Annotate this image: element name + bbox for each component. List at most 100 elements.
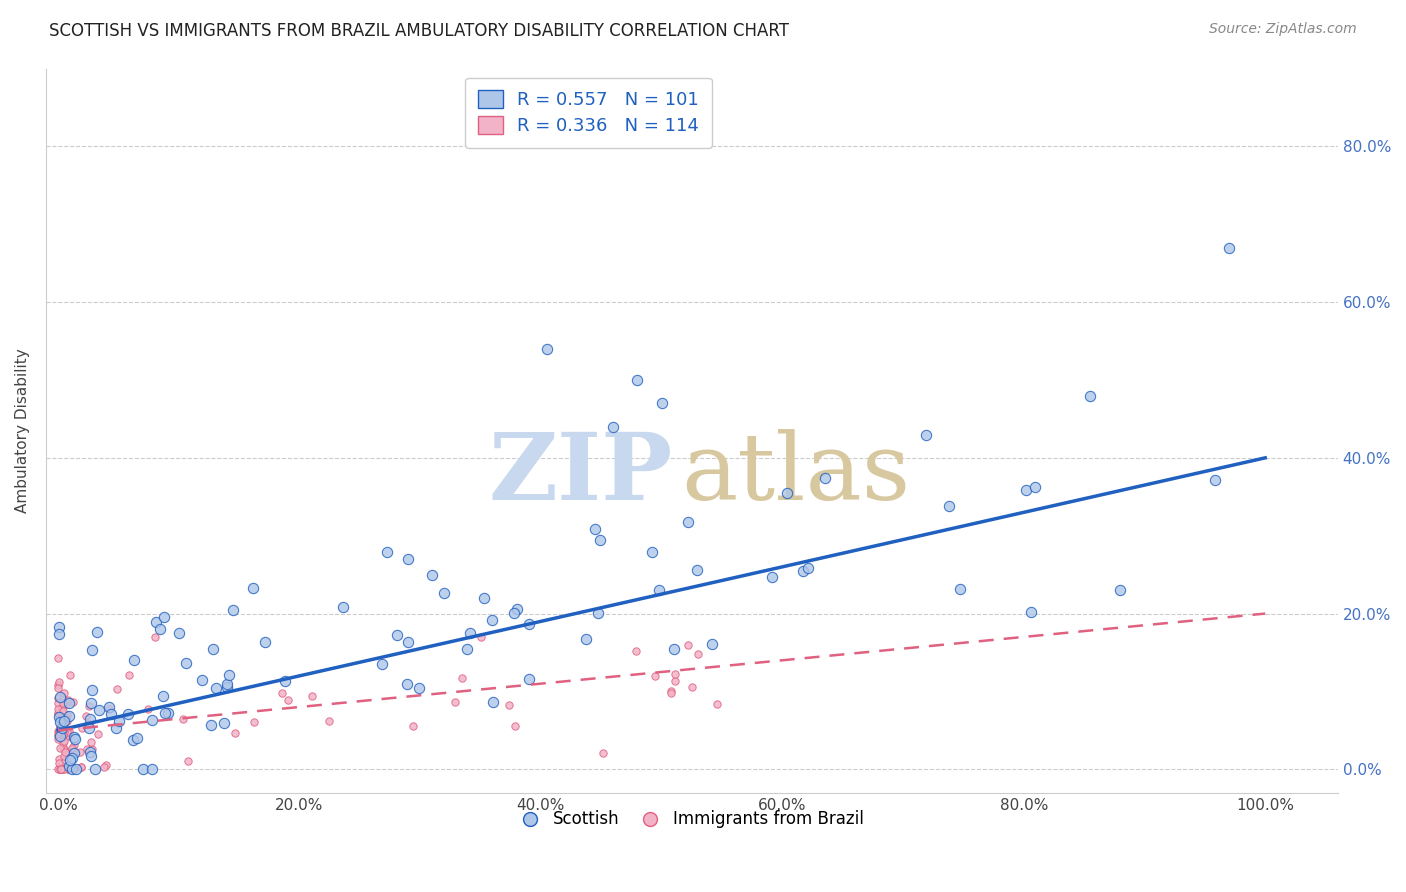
Point xyxy=(152,690,174,704)
Point xyxy=(117,706,139,721)
Point xyxy=(82,683,104,698)
Point xyxy=(503,719,526,733)
Point xyxy=(52,696,75,710)
Point xyxy=(273,673,295,688)
Point xyxy=(814,471,837,485)
Point xyxy=(52,725,75,739)
Point xyxy=(141,762,163,776)
Point xyxy=(125,731,148,745)
Point xyxy=(143,630,166,644)
Point xyxy=(87,727,110,741)
Point xyxy=(408,681,430,696)
Point xyxy=(63,732,86,747)
Point xyxy=(52,728,75,742)
Point xyxy=(76,742,98,756)
Point xyxy=(53,745,76,759)
Point xyxy=(536,342,558,356)
Point xyxy=(200,718,222,732)
Point xyxy=(46,651,69,665)
Point xyxy=(470,630,492,644)
Point xyxy=(58,708,80,723)
Point xyxy=(70,760,93,774)
Point xyxy=(63,730,86,744)
Point xyxy=(1015,483,1038,498)
Point xyxy=(62,695,84,709)
Point xyxy=(662,642,685,657)
Point xyxy=(651,396,673,410)
Point xyxy=(48,723,70,738)
Point xyxy=(371,657,394,671)
Point xyxy=(153,610,176,624)
Point xyxy=(385,627,408,641)
Point xyxy=(98,702,121,716)
Point xyxy=(49,762,72,776)
Point xyxy=(301,690,323,704)
Point xyxy=(1024,480,1046,494)
Point xyxy=(254,634,277,648)
Point xyxy=(51,762,73,776)
Legend: Scottish, Immigrants from Brazil: Scottish, Immigrants from Brazil xyxy=(513,804,870,835)
Point xyxy=(100,707,122,722)
Point xyxy=(70,722,93,736)
Point xyxy=(222,603,245,617)
Point xyxy=(217,680,239,694)
Point xyxy=(122,653,145,667)
Point xyxy=(506,602,529,616)
Text: ZIP: ZIP xyxy=(488,429,672,519)
Point xyxy=(52,721,75,735)
Point xyxy=(46,681,69,696)
Point xyxy=(94,758,117,772)
Point xyxy=(644,669,666,683)
Point xyxy=(58,723,80,738)
Point xyxy=(53,748,76,763)
Point xyxy=(664,673,686,688)
Point xyxy=(157,706,180,720)
Point xyxy=(1108,583,1130,598)
Point xyxy=(52,736,75,750)
Point xyxy=(1021,605,1043,619)
Point xyxy=(141,714,163,728)
Point xyxy=(89,703,111,717)
Point xyxy=(58,693,80,707)
Point xyxy=(592,746,614,760)
Point xyxy=(56,708,79,723)
Point xyxy=(79,712,101,726)
Point xyxy=(332,600,354,615)
Point xyxy=(761,570,783,584)
Point xyxy=(46,696,69,710)
Point xyxy=(59,668,82,682)
Text: SCOTTISH VS IMMIGRANTS FROM BRAZIL AMBULATORY DISABILITY CORRELATION CHART: SCOTTISH VS IMMIGRANTS FROM BRAZIL AMBUL… xyxy=(49,22,789,40)
Point xyxy=(62,747,84,761)
Point xyxy=(49,760,72,774)
Point xyxy=(602,419,624,434)
Point xyxy=(914,428,936,442)
Point xyxy=(659,683,682,698)
Point xyxy=(60,750,83,764)
Point xyxy=(86,624,108,639)
Point xyxy=(48,709,70,723)
Point xyxy=(60,762,83,776)
Point xyxy=(56,714,79,728)
Point xyxy=(48,721,70,735)
Point xyxy=(105,681,128,696)
Point xyxy=(472,591,495,605)
Point xyxy=(48,725,70,739)
Point xyxy=(52,716,75,731)
Point xyxy=(53,753,76,767)
Point xyxy=(58,758,80,772)
Point xyxy=(48,729,70,743)
Point xyxy=(51,740,73,755)
Point xyxy=(48,752,70,766)
Point xyxy=(62,762,84,776)
Point xyxy=(53,741,76,756)
Point xyxy=(58,697,80,711)
Point xyxy=(451,671,474,685)
Point xyxy=(77,717,100,731)
Point xyxy=(498,698,520,713)
Point xyxy=(51,709,73,723)
Point xyxy=(205,681,228,695)
Point xyxy=(792,565,814,579)
Point xyxy=(108,714,131,729)
Point xyxy=(589,533,612,547)
Point xyxy=(318,714,340,728)
